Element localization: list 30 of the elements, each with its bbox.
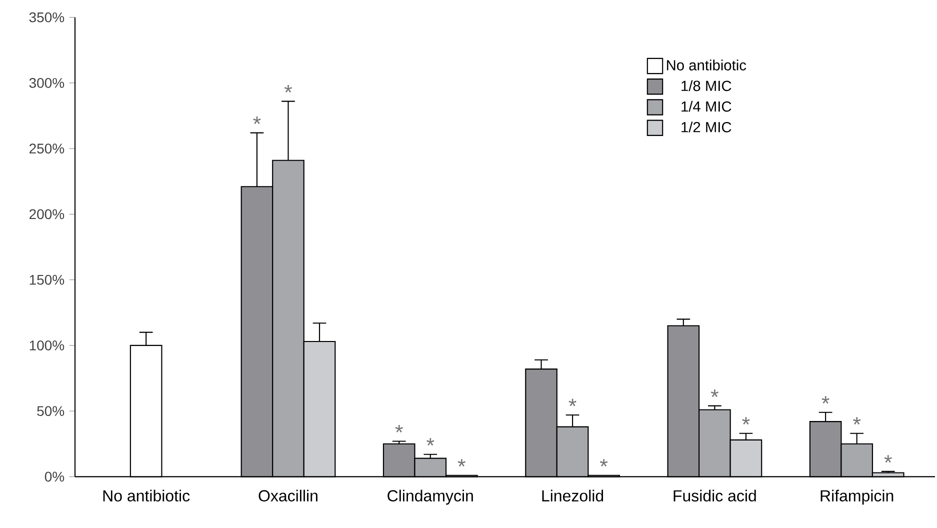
data-label: * (395, 424, 403, 432)
y-tick-label: 200% (30, 209, 64, 220)
data-label: * (884, 455, 892, 463)
legend-label: No antibiotic (667, 60, 746, 70)
y-tick-label: 100% (30, 340, 64, 350)
x-tick-label: Clindamycin (388, 490, 473, 505)
x-tick-label: Rifampicin (820, 490, 894, 505)
y-tick-label: 150% (30, 274, 64, 285)
data-label: * (742, 417, 750, 425)
legend-label: 1/4 MIC (682, 100, 732, 112)
x-tick-label: Linezolid (542, 490, 604, 502)
data-label: * (458, 459, 466, 467)
data-label: * (853, 417, 861, 425)
data-label: * (822, 396, 830, 404)
data-label: * (253, 116, 261, 124)
x-tick-label: No antibiotic (103, 490, 190, 502)
data-label: * (710, 390, 718, 398)
data-label: * (284, 85, 292, 93)
y-tick-label: 300% (29, 78, 64, 88)
y-tick-label: 250% (30, 144, 64, 154)
x-tick-label: Fusidic acid (674, 490, 756, 502)
data-label: * (426, 438, 434, 446)
y-tick-label: 50% (37, 406, 64, 416)
legend-label: 1/8 MIC (682, 80, 732, 92)
data-label: * (600, 459, 608, 467)
x-tick-label: Oxacillin (258, 490, 318, 502)
y-tick-label: 350% (29, 12, 64, 22)
legend-label: 1/2 MIC (682, 122, 732, 132)
data-label: * (568, 398, 576, 406)
y-tick-label: 0% (44, 472, 64, 482)
